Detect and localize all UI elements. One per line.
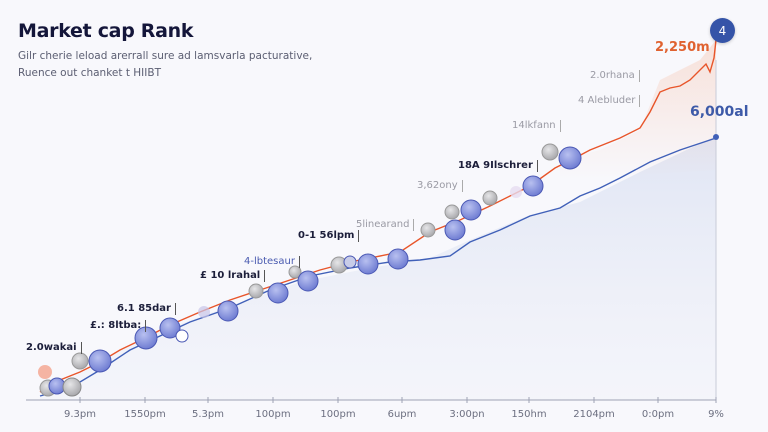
blue-series-end-label: 6,000al (690, 104, 749, 120)
coin-gray-icon (248, 283, 264, 299)
coin-faded-icon (198, 306, 210, 318)
coin-blue-icon (460, 199, 482, 221)
coin-blue-icon (88, 349, 112, 373)
coin-blue-icon (387, 248, 409, 270)
annotation-label: £ 10 lrahal (200, 270, 266, 282)
rank-badge: 4 (710, 18, 735, 43)
coin-blue-icon (297, 270, 319, 292)
annotation-label: 0-1 56lpm (298, 230, 360, 242)
coin-gray-icon (541, 143, 559, 161)
coin-blue-icon (558, 146, 582, 170)
coin-blue-icon (522, 175, 544, 197)
coin-blue-icon (217, 300, 239, 322)
subtitle-line-1: Gilr cherie leload arerrall sure ad lams… (18, 50, 313, 62)
coin-gray-icon (482, 190, 498, 206)
chart-title: Market cap Rank (18, 20, 194, 42)
x-tick-label: 9% (708, 409, 724, 420)
x-tick-label: 6upm (387, 409, 417, 420)
annotation-label: 2.0rhana (590, 70, 640, 82)
annotation-label: 5linearand (356, 219, 415, 231)
coin-gray-icon (62, 377, 82, 397)
x-axis-ticks (79, 397, 717, 403)
annotation-label: 6.1 85dar (117, 303, 176, 315)
x-tick-label: 5.3pm (192, 409, 224, 420)
x-tick-label: 100pm (320, 409, 356, 420)
chart-subtitle: Gilr cherie leload arerrall sure ad lams… (18, 48, 338, 82)
coin-gray-icon (288, 265, 302, 279)
coin-markers (38, 143, 582, 397)
orange-series-end-label: 2,250m (655, 40, 710, 55)
coin-orange-icon (38, 365, 52, 379)
annotation-label: 14lkfann (512, 120, 561, 132)
orange-glow (560, 40, 716, 180)
coin-blue-icon (357, 253, 379, 275)
blue-series-endpoint (713, 134, 719, 140)
coin-blue-icon (267, 282, 289, 304)
coin-blue-icon (444, 219, 466, 241)
coin-gray-icon (71, 352, 89, 370)
coin-blue-icon (159, 317, 181, 339)
x-tick-label: 2104pm (573, 409, 615, 420)
annotation-label: 4 Alebluder (578, 95, 641, 107)
annotation-label: 3,62ony (417, 180, 463, 192)
x-tick-label: 100pm (255, 409, 291, 420)
coin-small-icon (175, 329, 189, 343)
annotation-label: £.: 8ltba: (90, 320, 147, 332)
x-tick-label: 1550pm (124, 409, 166, 420)
coin-small-icon (343, 255, 357, 269)
x-tick-label: 0:0pm (641, 409, 675, 420)
x-tick-label: 3:00pn (449, 409, 485, 420)
x-tick-label: 150hm (511, 409, 547, 420)
coin-gray-icon (444, 204, 460, 220)
x-tick-label: 9.3pm (64, 409, 96, 420)
subtitle-line-2: Ruence out chanket t HIIBT (18, 67, 161, 79)
area-fill (40, 136, 716, 400)
coin-faded-icon (510, 186, 522, 198)
annotation-label: 18A 9Ilschrer (458, 160, 538, 172)
coin-gray-icon (420, 222, 436, 238)
annotation-label: 2.0wakai (26, 342, 82, 354)
annotation-label: 4-lbtesaur (244, 256, 300, 268)
